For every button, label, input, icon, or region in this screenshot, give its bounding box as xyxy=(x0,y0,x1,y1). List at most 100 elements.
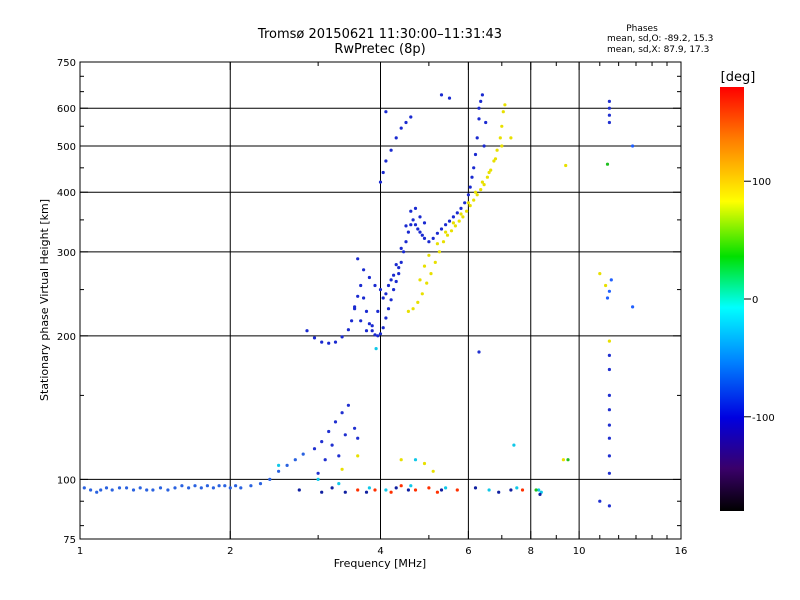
phases-o-stats: mean, sd,O: -89.2, 15.3 xyxy=(607,34,713,44)
data-point xyxy=(444,223,448,227)
data-point xyxy=(501,110,505,114)
data-point xyxy=(312,447,317,451)
data-point xyxy=(384,292,388,296)
data-point xyxy=(433,260,437,264)
data-point xyxy=(337,482,341,486)
data-point xyxy=(381,326,385,330)
data-point xyxy=(418,215,422,219)
data-point xyxy=(439,488,444,492)
data-point xyxy=(475,193,479,197)
data-point xyxy=(427,486,431,490)
data-point xyxy=(125,486,129,490)
phases-title: Phases xyxy=(626,24,658,34)
data-point xyxy=(406,309,410,313)
data-point xyxy=(374,347,378,351)
data-point xyxy=(453,224,457,228)
data-point xyxy=(406,230,410,234)
data-point xyxy=(373,333,377,337)
data-point xyxy=(503,103,507,107)
data-point xyxy=(422,236,427,240)
data-point xyxy=(416,300,420,304)
y-tick-label: 300 xyxy=(57,248,76,259)
data-point xyxy=(346,328,350,332)
x-tick-label: 6 xyxy=(465,546,471,557)
data-point xyxy=(211,486,215,490)
data-point xyxy=(482,144,486,148)
data-point xyxy=(173,486,177,490)
data-point xyxy=(223,484,227,488)
data-point xyxy=(487,488,491,492)
phases-x-stats: mean, sd,X: 87.9, 17.3 xyxy=(607,45,709,55)
data-point xyxy=(457,219,461,223)
data-point xyxy=(468,204,472,208)
colorbar-tick-label: 100 xyxy=(752,177,771,188)
data-point xyxy=(367,275,371,280)
data-point xyxy=(459,206,463,210)
data-point xyxy=(468,185,472,189)
data-point xyxy=(420,292,424,296)
data-point xyxy=(427,240,431,244)
data-point xyxy=(497,490,501,494)
data-point xyxy=(239,486,243,490)
data-point xyxy=(353,305,357,309)
data-point xyxy=(399,246,403,250)
data-point xyxy=(598,272,602,276)
data-point xyxy=(384,159,388,163)
data-point xyxy=(489,168,493,172)
data-point xyxy=(607,393,612,397)
tick-labels: 1 2 4 6 8 10 16 75 100 200 300 400 500 600 750 xyxy=(57,58,687,557)
data-point xyxy=(323,458,327,462)
data-point xyxy=(312,336,317,340)
data-point xyxy=(509,136,513,140)
data-point xyxy=(534,488,538,492)
data-point xyxy=(399,458,403,462)
data-point xyxy=(477,106,481,110)
data-point xyxy=(343,433,347,437)
data-point xyxy=(389,490,393,494)
data-point xyxy=(249,484,253,488)
data-point xyxy=(82,486,86,490)
data-point xyxy=(228,486,232,490)
data-point xyxy=(117,486,122,490)
data-point xyxy=(422,264,427,268)
data-point xyxy=(205,484,209,488)
data-point xyxy=(370,329,374,333)
data-point xyxy=(607,423,612,427)
data-point xyxy=(386,283,391,288)
data-point xyxy=(418,230,422,234)
data-point xyxy=(376,334,380,338)
data-point xyxy=(520,488,525,492)
data-point xyxy=(180,484,184,488)
data-point xyxy=(404,240,408,244)
data-point xyxy=(413,458,418,462)
colorbar-tick-label: -100 xyxy=(752,413,775,424)
data-point xyxy=(605,162,610,166)
data-point xyxy=(359,283,363,288)
colorbar-label: [deg] xyxy=(721,70,756,85)
x-tick-label: 16 xyxy=(675,546,688,557)
data-point xyxy=(444,230,448,234)
data-point xyxy=(413,488,418,492)
data-point xyxy=(466,193,470,197)
y-tick-label: 600 xyxy=(57,104,76,115)
data-point xyxy=(607,120,612,125)
data-point xyxy=(362,296,366,300)
data-point xyxy=(413,223,418,227)
data-point xyxy=(409,484,413,488)
data-point xyxy=(607,408,612,412)
data-point xyxy=(337,454,341,458)
colorbar-tick-label: 0 xyxy=(752,295,758,306)
phase-colorbar xyxy=(720,87,744,511)
data-point xyxy=(392,273,396,277)
data-point xyxy=(427,253,431,257)
data-point xyxy=(500,144,504,148)
x-axis-label: Frequency [MHz] xyxy=(334,557,426,570)
data-point xyxy=(193,484,197,488)
data-point xyxy=(99,488,103,492)
data-point xyxy=(333,420,338,424)
data-point xyxy=(394,263,398,267)
data-point xyxy=(598,499,602,503)
data-point xyxy=(402,250,406,254)
data-point xyxy=(330,443,334,447)
data-point xyxy=(479,188,483,192)
